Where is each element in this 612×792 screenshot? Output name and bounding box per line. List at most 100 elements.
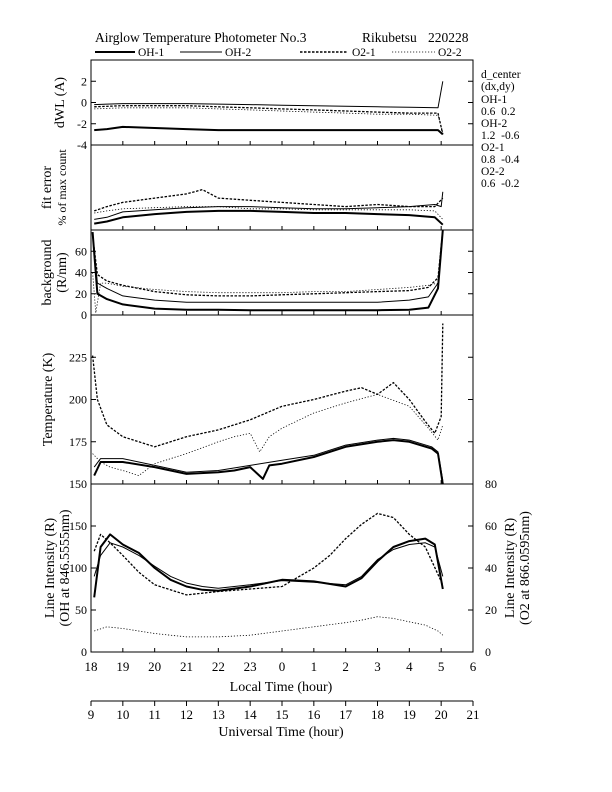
ylabel-right2-intensity: (O2 at 866.0595nm): [518, 511, 533, 625]
chart-panels: -4 -2 0 2 dWL (A) fit error% of max count 0 20 4…: [40, 59, 533, 659]
local-tick-label-11: 5: [438, 659, 445, 674]
local-tick-label-12: 6: [470, 659, 477, 674]
ytick-r-label-intensity-3: 60: [485, 519, 497, 533]
info-o22-name: O2-2: [481, 166, 505, 178]
series-intensity-oh-1: [93, 533, 444, 598]
ytick-r-label-intensity-0: 0: [485, 645, 491, 659]
ut-tick-label-11: 20: [435, 707, 448, 722]
ut-tick-label-2: 11: [148, 707, 161, 722]
ytick-label-bg-3: 60: [75, 244, 87, 258]
panel-frame-temp: [90, 314, 474, 485]
series-bg-o2-2: [92, 230, 444, 314]
ut-tick-label-1: 10: [116, 707, 129, 722]
info-oh2-value: 1.2 -0.6: [481, 130, 520, 142]
ut-tick-label-4: 13: [212, 707, 225, 722]
universal-time-axis: 9 10 11 12 13 14 15 16 17 18 19 20 21: [88, 700, 480, 722]
legend-label-oh1: OH-1: [138, 47, 164, 59]
series-dwl-o2-2: [94, 107, 444, 133]
series-dwl-o2-1: [94, 105, 444, 135]
series-intensity-oh-2: [93, 542, 444, 589]
series-fit-oh-2: [94, 191, 444, 220]
figure-title: Airglow Temperature Photometer No.3 Riku…: [95, 30, 469, 45]
local-tick-label-5: 23: [244, 659, 257, 674]
panel-bg: 0 20 40 60 background (R/nm): [40, 229, 474, 322]
local-tick-label-7: 1: [311, 659, 318, 674]
date-text: 220228: [428, 30, 469, 45]
ut-tick-label-7: 16: [307, 707, 321, 722]
legend-label-o22: O2-2: [438, 47, 462, 59]
ylabel2-bg: (R/nm): [55, 252, 70, 293]
ytick-label-temp-0: 150: [69, 477, 87, 491]
local-tick-label-6: 0: [279, 659, 286, 674]
legend-label-oh2: OH-2: [225, 47, 251, 59]
series-bg-o2-1: [91, 230, 444, 297]
series-bg-oh-1: [91, 230, 444, 312]
ut-tick-label-6: 15: [276, 707, 289, 722]
panel-frame-dwl: [90, 59, 474, 146]
ytick-label-bg-2: 40: [75, 266, 87, 280]
info-oh1-name: OH-1: [481, 94, 507, 106]
local-tick-label-4: 22: [212, 659, 225, 674]
panel-dwl: -4 -2 0 2 dWL (A): [53, 59, 474, 152]
info-oh2-name: OH-2: [481, 118, 507, 130]
ut-tick-label-10: 19: [403, 707, 416, 722]
panel-frame-intensity: [90, 483, 474, 653]
local-tick-label-2: 20: [148, 659, 161, 674]
ut-tick-label-8: 17: [339, 707, 353, 722]
series-bg-oh-2: [92, 230, 444, 303]
local-tick-label-3: 21: [180, 659, 193, 674]
local-time-axis: 18 19 20 21 22 23 0 1 2 3 4 5 6: [85, 659, 477, 674]
ytick-label-temp-3: 225: [69, 350, 87, 364]
panel-frame-fit: [90, 144, 474, 231]
ut-tick-label-0: 9: [88, 707, 95, 722]
ytick-label-bg-0: 0: [81, 308, 87, 322]
ytick-label-dwl-1: -2: [77, 117, 87, 131]
ylabel-bg: background: [40, 239, 55, 305]
info-o21-value: 0.8 -0.4: [481, 154, 520, 166]
ylabel2-fit: % of max count: [55, 149, 69, 226]
ylabel-intensity: Line Intensity (R): [43, 518, 58, 619]
title-text: Airglow Temperature Photometer No.3: [95, 30, 307, 45]
info-header2: (dx,dy): [481, 81, 515, 93]
local-tick-label-9: 3: [374, 659, 381, 674]
ytick-label-temp-1: 175: [69, 435, 87, 449]
local-tick-label-0: 18: [85, 659, 98, 674]
ut-tick-label-5: 14: [244, 707, 258, 722]
ytick-label-dwl-3: 2: [81, 74, 87, 88]
ylabel-right-intensity: Line Intensity (R): [503, 518, 518, 619]
universal-time-label: Universal Time (hour): [218, 725, 344, 740]
info-oh1-value: 0.6 0.2: [481, 106, 516, 118]
info-o21-name: O2-1: [481, 142, 505, 154]
series-fit-o2-2: [94, 206, 444, 220]
ut-tick-label-9: 18: [371, 707, 384, 722]
ytick-r-label-intensity-4: 80: [485, 477, 497, 491]
info-header: d_center: [481, 69, 521, 81]
ytick-r-label-intensity-1: 20: [485, 603, 497, 617]
series-intensity-o2-2: [94, 616, 444, 638]
panel-fit: fit error% of max count: [40, 144, 474, 231]
series-intensity-o2-1: [93, 512, 444, 596]
ylabel-temp: Temperature (K): [41, 352, 56, 446]
ytick-label-intensity-2: 100: [69, 561, 87, 575]
local-time-label: Local Time (hour): [230, 680, 333, 695]
panel-temp: 150 175 200 225 Temperature (K): [41, 314, 474, 491]
ut-tick-label-3: 12: [180, 707, 193, 722]
ylabel-fit: fit error: [40, 166, 55, 209]
local-tick-label-10: 4: [406, 659, 413, 674]
ut-tick-label-12: 21: [467, 707, 480, 722]
ytick-label-intensity-1: 50: [75, 603, 87, 617]
legend-label-o21: O2-1: [352, 47, 376, 59]
info-o22-value: 0.6 -0.2: [481, 178, 520, 190]
series-dwl-oh-1: [94, 125, 444, 136]
series-temp-oh-2: [93, 437, 444, 481]
ytick-label-dwl-0: -4: [77, 138, 87, 152]
series-fit-oh-1: [94, 209, 444, 226]
ytick-label-intensity-0: 0: [81, 645, 87, 659]
local-tick-label-8: 2: [342, 659, 349, 674]
series-temp-o2-1: [91, 323, 444, 448]
series-fit-o2-1: [93, 188, 444, 212]
series-temp-oh-1: [93, 439, 444, 484]
ytick-label-intensity-3: 150: [69, 519, 87, 533]
